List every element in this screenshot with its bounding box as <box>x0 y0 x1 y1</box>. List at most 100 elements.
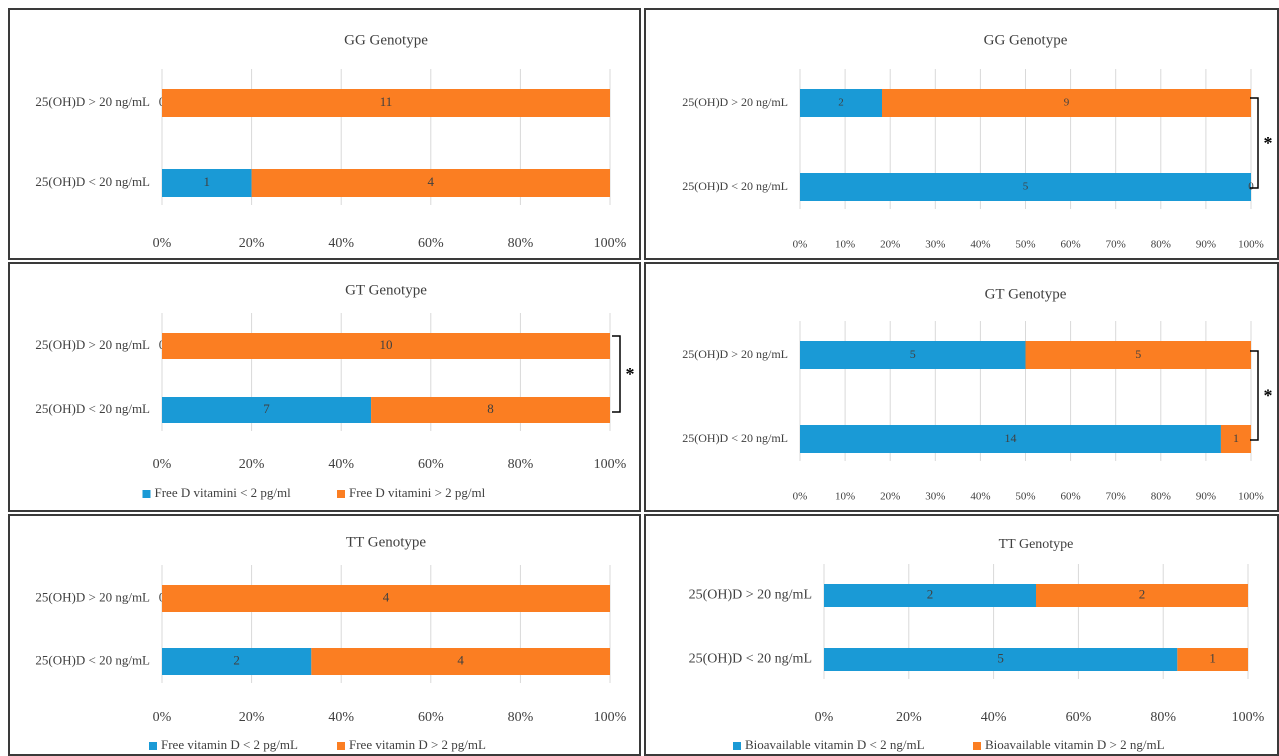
x-tick-label: 100% <box>1238 491 1264 503</box>
bar-segment <box>162 169 252 197</box>
x-tick-label: 30% <box>925 239 945 251</box>
bar-segment <box>800 341 1026 369</box>
category-label: 25(OH)D > 20 ng/mL <box>682 95 788 109</box>
bar-segment <box>371 397 610 423</box>
x-tick-label: 40% <box>328 457 354 472</box>
significance-marker: * <box>1264 133 1273 153</box>
x-tick-label: 50% <box>1015 491 1035 503</box>
legend-label: Bioavailable vitamin D > 2 ng/mL <box>985 737 1165 752</box>
x-tick-label: 20% <box>239 236 265 251</box>
legend: Free D vitamini < 2 pg/ml Free D vitamini… <box>142 485 486 500</box>
x-tick-label: 0% <box>815 710 834 725</box>
x-tick-label: 60% <box>1066 710 1092 725</box>
chart-title: GG Genotype <box>344 32 428 48</box>
data-label: 10 <box>380 337 393 352</box>
x-tick-label: 40% <box>328 236 354 251</box>
legend: Bioavailable vitamin D < 2 ng/mL Bioavail… <box>733 737 1165 752</box>
category-label: 25(OH)D > 20 ng/mL <box>35 589 150 604</box>
x-tick-label: 100% <box>594 710 627 725</box>
significance-marker: * <box>1264 386 1273 406</box>
chart-panel-gt-bioavailable: GT Genotype 0% 10% 20% 30% 40% 50% 60% 70% 80% 90%… <box>644 262 1279 512</box>
bar-segment <box>162 333 610 359</box>
x-tick-label: 80% <box>1151 239 1171 251</box>
x-tick-label: 70% <box>1106 239 1126 251</box>
x-tick-label: 30% <box>925 491 945 503</box>
chart-panel-tt-bioavailable: TT Genotype 0% 20% 40% 60% 80% 100% 25(OH)D > 2… <box>644 514 1279 756</box>
category-label: 25(OH)D < 20 ng/mL <box>689 652 812 667</box>
chart-title: TT Genotype <box>999 537 1074 552</box>
legend-label: Free D vitamini > 2 pg/ml <box>349 485 486 500</box>
chart-title: GT Genotype <box>345 282 427 298</box>
data-label: 5 <box>910 347 916 361</box>
x-tick-label: 0% <box>153 236 172 251</box>
x-tick-label: 60% <box>418 710 444 725</box>
chart-svg: GG Genotype 0% 10% 20% 30% 40% 50% 60% 70% 80% 90%… <box>682 32 1273 251</box>
significance-marker: * <box>626 364 635 384</box>
chart-panel-tt-free: TT Genotype 0% 20% 40% 60% 80% 100% 25(OH)D > 2… <box>8 514 641 756</box>
chart-svg: GT Genotype 0% 20% 40% 60% 80% 100% 25(OH)D > 2… <box>35 282 635 500</box>
x-tick-label: 20% <box>880 239 900 251</box>
chart-title: GG Genotype <box>984 32 1068 48</box>
bar-segment <box>311 648 610 675</box>
chart-svg: TT Genotype 0% 20% 40% 60% 80% 100% 25(OH)D > 2… <box>35 534 627 752</box>
bar-segment <box>800 425 1221 453</box>
data-label: 11 <box>380 94 393 109</box>
bar-segment <box>162 585 610 612</box>
x-tick-label: 100% <box>1232 710 1265 725</box>
x-tick-label: 80% <box>1151 491 1171 503</box>
category-label: 25(OH)D > 20 ng/mL <box>689 588 812 603</box>
bar-segment <box>162 648 312 675</box>
x-tick-label: 0% <box>153 710 172 725</box>
category-label: 25(OH)D > 20 ng/mL <box>35 94 150 109</box>
significance-bracket <box>1250 97 1259 189</box>
bar-segment <box>882 89 1251 117</box>
legend-swatch <box>973 742 981 750</box>
data-label: 1 <box>1233 431 1239 445</box>
data-label: 2 <box>838 97 844 109</box>
x-tick-label: 10% <box>835 491 855 503</box>
x-tick-label: 40% <box>970 239 990 251</box>
data-label: 2 <box>927 586 934 601</box>
significance-bracket <box>612 335 621 413</box>
x-tick-label: 0% <box>793 491 808 503</box>
chart-svg: GG Genotype 0% 20% 40% 60% 80% 100% 25(OH)D > 2… <box>35 32 626 251</box>
legend-label: Free vitamin D < 2 pg/mL <box>161 737 298 752</box>
data-label: 0 <box>1248 181 1254 193</box>
bar-segment <box>824 648 1178 671</box>
x-tick-label: 50% <box>1015 239 1035 251</box>
chart-svg: TT Genotype 0% 20% 40% 60% 80% 100% 25(OH)D > 2… <box>689 537 1265 752</box>
data-label: 9 <box>1064 97 1070 109</box>
bar-segment <box>800 173 1251 201</box>
data-label: 2 <box>233 652 240 667</box>
x-tick-label: 60% <box>1061 239 1081 251</box>
x-tick-label: 90% <box>1196 239 1216 251</box>
x-tick-label: 70% <box>1106 491 1126 503</box>
x-tick-label: 60% <box>418 236 444 251</box>
data-label: 1 <box>1209 650 1216 665</box>
bar-segment <box>1036 584 1248 607</box>
chart-panel-gg-free: GG Genotype 0% 20% 40% 60% 80% 100% 25(OH)D > 2… <box>8 8 641 260</box>
x-tick-label: 40% <box>970 491 990 503</box>
x-tick-label: 80% <box>508 710 534 725</box>
bar-segment <box>162 397 372 423</box>
chart-title: TT Genotype <box>346 534 426 550</box>
chart-title: GT Genotype <box>985 286 1067 302</box>
bar-segment <box>251 169 610 197</box>
legend-label: Bioavailable vitamin D < 2 ng/mL <box>745 737 925 752</box>
data-label: 8 <box>487 401 494 416</box>
data-label: 1 <box>204 174 211 189</box>
x-tick-label: 0% <box>793 239 808 251</box>
x-tick-label: 80% <box>508 236 534 251</box>
legend-swatch <box>149 742 157 750</box>
data-label: 14 <box>1004 431 1016 445</box>
legend: Free vitamin D < 2 pg/mL Free vitamin D >… <box>149 737 486 752</box>
data-label: 4 <box>457 652 464 667</box>
x-tick-label: 40% <box>328 710 354 725</box>
x-tick-label: 60% <box>418 457 444 472</box>
chart-svg: GT Genotype 0% 10% 20% 30% 40% 50% 60% 70% 80% 90%… <box>682 286 1273 503</box>
category-label: 25(OH)D > 20 ng/mL <box>682 347 788 361</box>
x-tick-label: 40% <box>981 710 1007 725</box>
x-tick-label: 100% <box>594 457 627 472</box>
bar-segment <box>824 584 1036 607</box>
data-label: 4 <box>383 589 390 604</box>
